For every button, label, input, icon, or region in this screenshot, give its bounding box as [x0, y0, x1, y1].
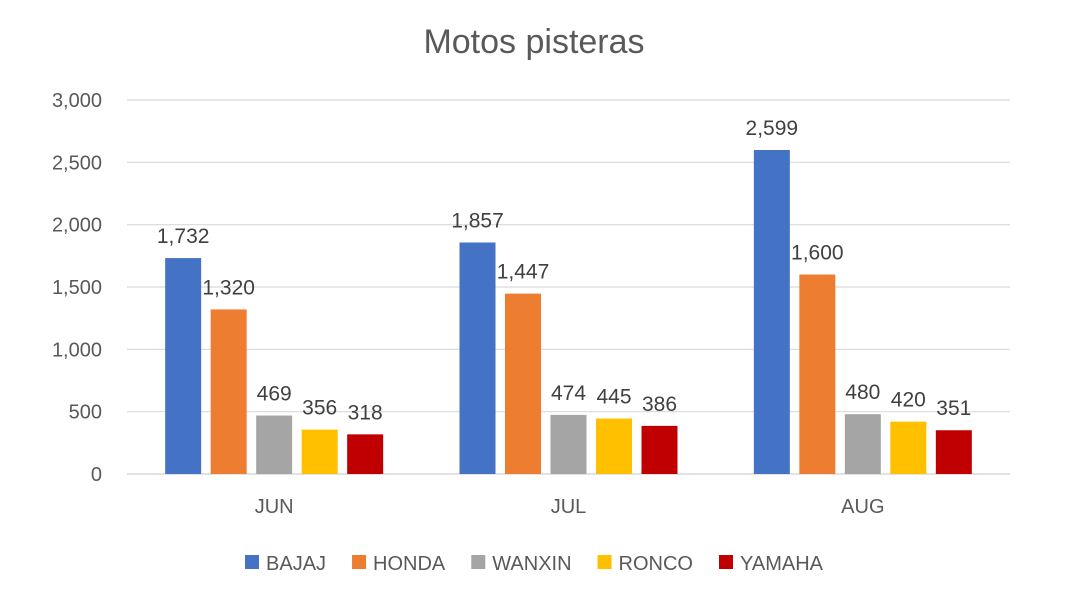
bar-ronco-jul: [596, 418, 632, 474]
legend-label: YAMAHA: [740, 553, 824, 575]
legend-label: BAJAJ: [266, 553, 326, 575]
bar-ronco-aug: [890, 421, 927, 474]
bar-honda-jul: [505, 293, 541, 474]
data-labels: 1,732 1,320 469 356 318 1,857 1,447 474 445 386 2,…: [157, 117, 971, 424]
x-tick-label: AUG: [841, 496, 884, 518]
data-label: 1,320: [202, 276, 255, 299]
chart-title: Motos pisteras: [423, 23, 644, 61]
data-label: 420: [891, 389, 926, 412]
bar-honda-aug: [799, 274, 836, 474]
data-label: 1,732: [157, 225, 210, 248]
x-axis: JUN JUL AUG: [255, 496, 885, 518]
x-tick-label: JUL: [551, 496, 587, 518]
data-label: 386: [642, 393, 677, 416]
legend-item-bajaj: BAJAJ: [245, 553, 326, 575]
legend-swatch: [245, 555, 260, 569]
data-label: 1,447: [497, 261, 550, 284]
x-tick-label: JUN: [255, 496, 294, 518]
bar-yamaha-jun: [347, 434, 384, 474]
data-label: 356: [302, 397, 337, 420]
bar-ronco-jun: [301, 429, 338, 474]
data-label: 474: [551, 382, 586, 405]
legend-label: HONDA: [373, 553, 446, 575]
bars: [165, 149, 972, 474]
data-label: 445: [596, 386, 631, 409]
data-label: 1,600: [791, 242, 844, 265]
legend-swatch: [597, 555, 612, 569]
bar-honda-jun: [210, 309, 247, 474]
legend-item-ronco: RONCO: [597, 553, 693, 575]
data-label: 480: [845, 381, 880, 404]
bar-wanxin-aug: [844, 414, 881, 474]
y-tick-label: 2,000: [52, 215, 102, 237]
legend-label: RONCO: [619, 553, 693, 575]
legend-swatch: [719, 555, 733, 569]
y-axis: 0 500 1,000 1,500 2,000 2,500 3,000: [52, 90, 102, 486]
legend-item-honda: HONDA: [352, 553, 446, 575]
data-label: 2,599: [746, 117, 799, 140]
bar-yamaha-jul: [641, 425, 678, 474]
y-tick-label: 1,000: [52, 339, 102, 361]
legend-item-yamaha: YAMAHA: [719, 553, 824, 575]
data-label: 318: [348, 401, 383, 424]
legend-label: WANXIN: [492, 553, 571, 575]
bar-bajaj-aug: [753, 149, 790, 474]
data-label: 351: [936, 397, 971, 420]
legend-swatch: [471, 555, 486, 569]
legend-item-wanxin: WANXIN: [471, 553, 572, 575]
bar-wanxin-jul: [550, 414, 587, 474]
bar-bajaj-jul: [459, 242, 496, 474]
legend: BAJAJ HONDA WANXIN RONCO YAMAHA: [245, 553, 824, 575]
y-tick-label: 0: [91, 464, 102, 486]
bar-yamaha-aug: [935, 430, 972, 474]
y-tick-label: 3,000: [52, 90, 102, 112]
y-tick-label: 500: [69, 402, 102, 424]
data-label: 469: [257, 383, 292, 406]
y-tick-label: 1,500: [52, 277, 102, 299]
y-tick-label: 2,500: [52, 152, 102, 174]
bar-bajaj-jun: [165, 258, 202, 474]
data-label: 1,857: [451, 209, 504, 232]
bar-wanxin-jun: [256, 415, 293, 474]
legend-swatch: [352, 555, 367, 569]
